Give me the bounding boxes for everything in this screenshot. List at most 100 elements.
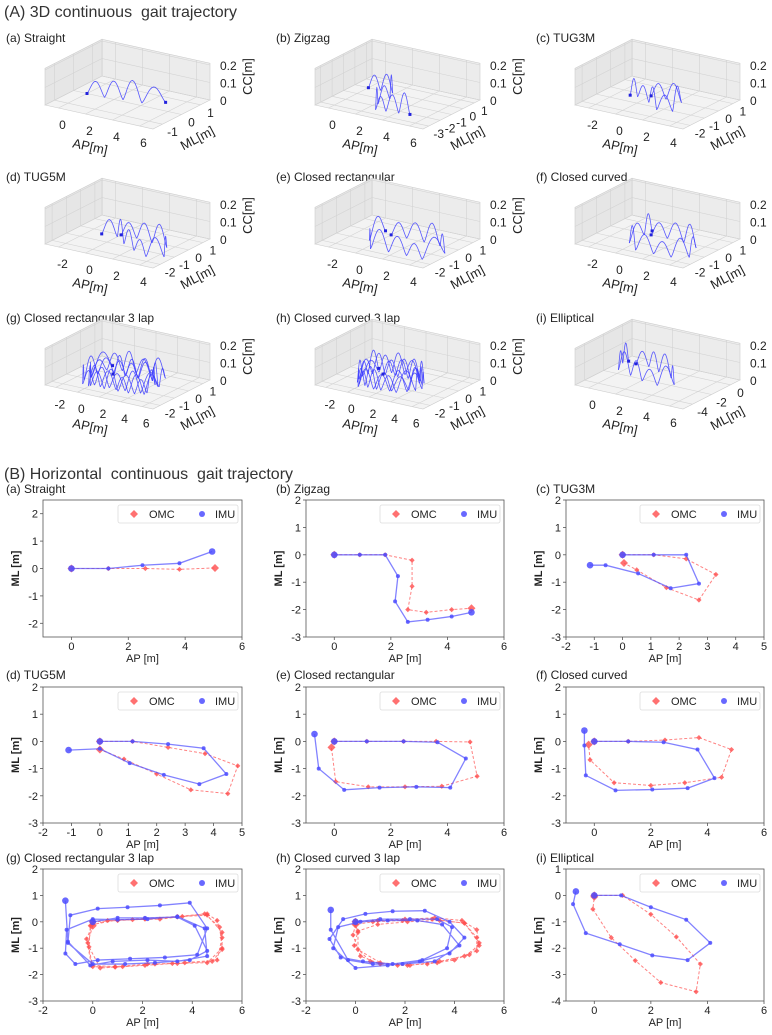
- imu-marker: [370, 962, 375, 967]
- y-tick-label: 1: [207, 106, 214, 120]
- omc-marker: [476, 942, 482, 949]
- y-tick-label: -1: [551, 917, 561, 929]
- trajectory-step: [150, 357, 166, 379]
- grid-line: [44, 320, 103, 351]
- imu-marker: [128, 956, 133, 961]
- x-tick-label: 2: [648, 1005, 654, 1017]
- imu-marker: [62, 897, 69, 904]
- grid-line: [314, 355, 373, 386]
- x-tick-label: 5: [239, 827, 245, 839]
- legend: OMC IMU: [379, 504, 501, 524]
- x-tick-label: -2: [38, 827, 48, 839]
- omc-marker: [466, 952, 472, 958]
- trajectory-step: [124, 362, 139, 379]
- grid-line: [631, 58, 741, 83]
- imu-marker: [395, 574, 400, 579]
- y-tick-label: 1: [210, 385, 217, 399]
- x-tick-label: -2: [301, 1005, 311, 1017]
- omc-legend-marker: [392, 510, 400, 518]
- y-tick-label: 1: [32, 709, 38, 721]
- x-tick-label: 6: [670, 416, 677, 430]
- y-tick-label: -3: [551, 632, 561, 644]
- grid-line: [336, 232, 445, 258]
- grid-line: [371, 355, 481, 381]
- series-line-imu: [328, 909, 466, 969]
- y-tick-label: -3: [291, 818, 301, 830]
- omc-marker: [182, 960, 188, 966]
- subplot-title: (h) Closed curved 3 lap: [276, 851, 400, 865]
- imu-marker: [603, 563, 608, 568]
- legend: OMC IMU: [379, 873, 501, 893]
- y-tick-label: 2: [295, 864, 301, 876]
- x-tick-label: 4: [670, 136, 677, 150]
- trajectory-step: [143, 374, 159, 395]
- omc-marker: [648, 782, 654, 789]
- imu-marker: [201, 746, 206, 751]
- x-tick-label: 4: [733, 641, 739, 653]
- x-tick-label: 2: [643, 269, 650, 283]
- endpoint-marker: [381, 372, 385, 376]
- x-tick-label: 2: [154, 827, 160, 839]
- imu-marker: [195, 952, 200, 957]
- omc-marker: [423, 609, 429, 615]
- trajectory-step: [670, 365, 675, 385]
- trajectory-step: [82, 364, 85, 385]
- omc-marker: [474, 948, 480, 954]
- x-tick-label: 6: [501, 641, 507, 653]
- imu-marker: [192, 923, 197, 928]
- x-tick-label: 4: [113, 130, 120, 144]
- plot2d-7: (g) Closed rectangular 3 lap-2 0 2 4 6-3-2-1…: [6, 851, 245, 1029]
- imu-marker: [414, 784, 419, 789]
- grid-line: [615, 84, 673, 115]
- grid-line: [101, 58, 211, 83]
- grid-line: [336, 373, 445, 399]
- x-tick-label: 2: [370, 407, 377, 421]
- legend-label-imu: IMU: [215, 696, 235, 708]
- imu-legend-marker: [461, 880, 467, 886]
- legend-label-imu: IMU: [477, 696, 497, 708]
- grid-line: [101, 320, 211, 346]
- trajectory-step: [423, 222, 441, 247]
- grid-line: [631, 197, 741, 222]
- imu-marker: [447, 951, 452, 956]
- imu-marker: [208, 548, 216, 555]
- imu-marker: [572, 888, 580, 895]
- imu-legend-marker: [461, 511, 467, 517]
- trajectory-step: [421, 236, 446, 260]
- imu-marker: [96, 738, 104, 745]
- grid-line: [44, 214, 103, 245]
- imu-marker: [668, 586, 673, 591]
- x-tick-label: 0: [591, 1005, 597, 1017]
- legend-label-imu: IMU: [477, 509, 497, 521]
- trajectory-step: [146, 369, 156, 394]
- imu-marker: [571, 902, 576, 907]
- x-tick-label: 2: [139, 1005, 145, 1017]
- trajectory-step: [628, 225, 636, 251]
- subplot-title: (f) Closed curved: [536, 170, 627, 184]
- x-tick-label: 2: [356, 124, 363, 138]
- grid-line: [642, 90, 700, 121]
- y-tick-label: -1: [167, 125, 178, 139]
- omc-marker: [474, 935, 480, 941]
- y-tick-label: 0: [295, 917, 301, 929]
- trajectory-step: [391, 376, 410, 392]
- endpoint-marker: [85, 92, 89, 95]
- x-tick-label: 2: [113, 269, 120, 283]
- subplot-title: (a) Straight: [6, 31, 66, 45]
- omc-marker: [587, 757, 593, 763]
- grid-line: [44, 355, 103, 386]
- legend-label-imu: IMU: [215, 509, 235, 521]
- imu-marker: [393, 599, 398, 604]
- z-tick-label: 0.1: [750, 77, 767, 91]
- omc-marker: [165, 744, 171, 750]
- grid-line: [596, 93, 705, 119]
- trajectory-step: [134, 379, 148, 395]
- imu-marker: [401, 739, 406, 744]
- legend-box: [639, 691, 761, 711]
- x-axis-label: AP [m]: [389, 839, 422, 851]
- imu-marker: [358, 919, 363, 924]
- x-tick-label: -2: [57, 257, 68, 271]
- omc-marker: [174, 960, 180, 967]
- trajectory-step: [133, 239, 147, 257]
